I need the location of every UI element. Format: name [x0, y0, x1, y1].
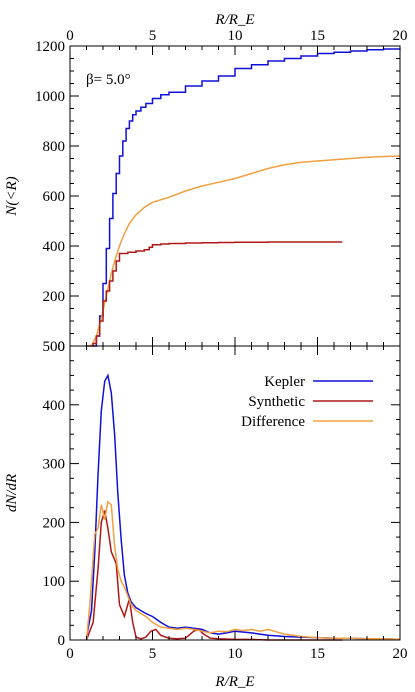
legend-label-kepler: Kepler: [264, 374, 305, 390]
y-tick-label: 200: [43, 289, 66, 305]
top-plot-frame: [69, 45, 401, 347]
y-tick-label: 400: [43, 239, 66, 255]
series-line-0-0: [93, 48, 401, 347]
y-tick-label: 500: [43, 339, 66, 355]
top-xlabel: R/R_E: [214, 12, 254, 28]
y-tick-label: 400: [43, 398, 66, 414]
y-tick-label: 1000: [35, 89, 65, 105]
y-tick-label: 200: [43, 515, 66, 531]
series-line-0-2: [86, 241, 343, 347]
x-tick-label-top: 15: [310, 28, 325, 44]
x-tick-label-bottom: 0: [66, 646, 74, 662]
bottom-xlabel: R/R_E: [214, 674, 254, 690]
beta-annotation: β= 5.0°: [86, 72, 131, 88]
top-ylabel: N(<R): [4, 176, 20, 216]
x-tick-label-bottom: 15: [310, 646, 325, 662]
series-line-0-1: [90, 155, 401, 347]
x-tick-label-bottom: 20: [393, 646, 408, 662]
bottom-ylabel: dN/dR: [4, 474, 20, 512]
y-tick-label: 0: [58, 633, 66, 649]
series-line-1-0: [85, 373, 401, 641]
x-tick-label-bottom: 5: [149, 646, 157, 662]
x-tick-label-bottom: 10: [228, 646, 243, 662]
y-tick-label: 0: [58, 339, 66, 355]
y-tick-label: 1200: [35, 39, 65, 55]
x-tick-label-top: 0: [66, 28, 74, 44]
legend: Kepler Synthetic Difference: [241, 374, 373, 430]
legend-label-difference: Difference: [241, 414, 305, 430]
y-tick-label: 300: [43, 457, 66, 473]
y-tick-label: 600: [43, 189, 66, 205]
series-line-1-2: [85, 500, 401, 641]
x-tick-label-top: 10: [228, 28, 243, 44]
top-series-layer: [86, 48, 401, 347]
x-tick-label-top: 20: [393, 28, 408, 44]
x-tick-label-top: 5: [149, 28, 157, 44]
y-tick-label: 100: [43, 574, 66, 590]
y-tick-label: 800: [43, 139, 66, 155]
legend-label-synthetic: Synthetic: [248, 394, 305, 410]
